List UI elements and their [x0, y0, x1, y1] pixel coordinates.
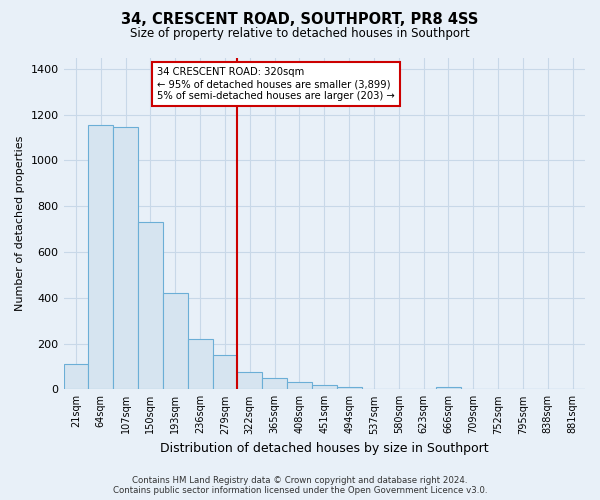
- Bar: [337, 386, 362, 390]
- Text: 34 CRESCENT ROAD: 320sqm
← 95% of detached houses are smaller (3,899)
5% of semi: 34 CRESCENT ROAD: 320sqm ← 95% of detach…: [157, 68, 395, 100]
- Text: Size of property relative to detached houses in Southport: Size of property relative to detached ho…: [130, 28, 470, 40]
- Bar: [262, 378, 287, 390]
- Bar: [312, 385, 337, 390]
- Bar: [88, 125, 113, 390]
- Bar: [287, 382, 312, 390]
- Bar: [138, 222, 163, 390]
- Bar: [436, 388, 461, 390]
- X-axis label: Distribution of detached houses by size in Southport: Distribution of detached houses by size …: [160, 442, 488, 455]
- Bar: [188, 339, 212, 390]
- Bar: [64, 364, 88, 390]
- Bar: [113, 128, 138, 390]
- Text: 34, CRESCENT ROAD, SOUTHPORT, PR8 4SS: 34, CRESCENT ROAD, SOUTHPORT, PR8 4SS: [121, 12, 479, 28]
- Bar: [212, 355, 238, 390]
- Y-axis label: Number of detached properties: Number of detached properties: [15, 136, 25, 311]
- Bar: [163, 293, 188, 390]
- Bar: [238, 372, 262, 390]
- Text: Contains HM Land Registry data © Crown copyright and database right 2024.
Contai: Contains HM Land Registry data © Crown c…: [113, 476, 487, 495]
